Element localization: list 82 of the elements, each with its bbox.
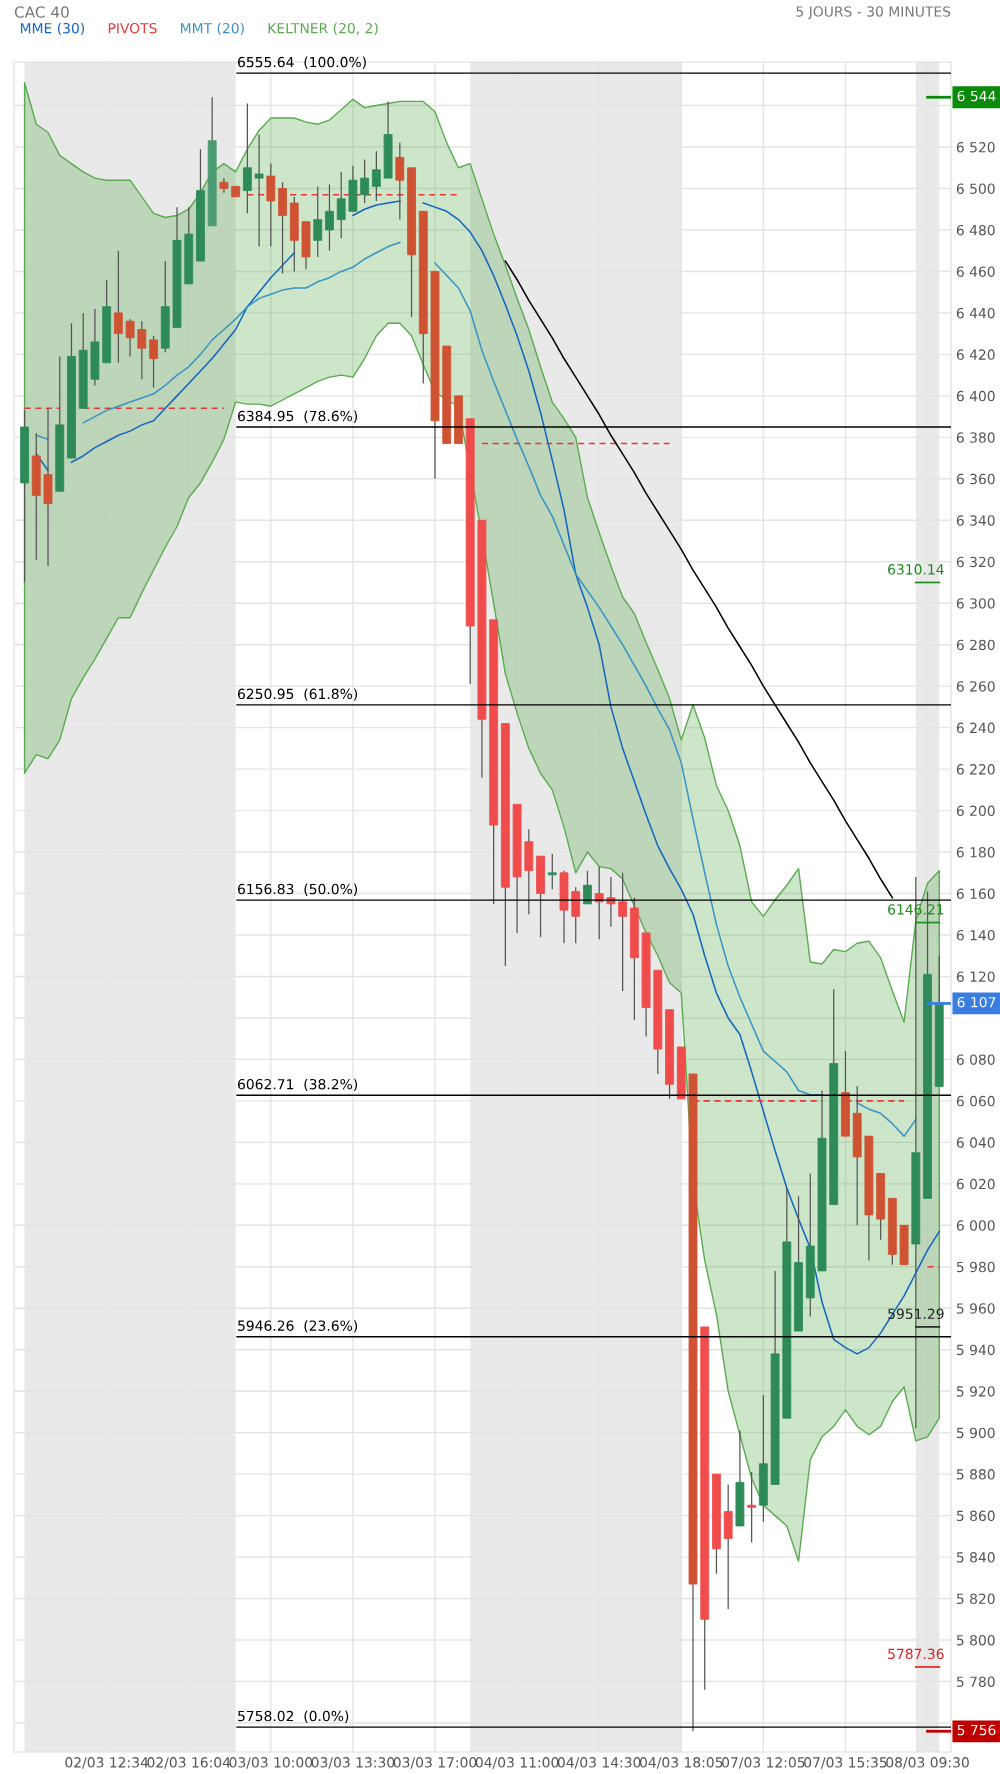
x-tick-label: 02/03 12:34 (65, 1757, 149, 1769)
y-tick-label: 6 480 (956, 224, 995, 236)
x-tick-label: 07/03 12:05 (722, 1757, 805, 1769)
candlestick (125, 318, 135, 358)
y-tick-label: 6 140 (956, 929, 995, 941)
y-tick-label: 5 800 (956, 1634, 995, 1646)
candlestick (242, 102, 252, 214)
y-tick-label: 6 080 (956, 1054, 995, 1065)
y-tick-label: 6 380 (956, 432, 995, 443)
text: MMT (20) (180, 22, 244, 36)
x-tick-label: 03/03 10:00 (229, 1757, 313, 1769)
x-tick-label: 04/03 14:30 (557, 1757, 641, 1769)
y-tick-label: 6 440 (956, 307, 995, 319)
y-tick-label: 6 300 (956, 598, 995, 609)
y-tick-label: 5 960 (956, 1303, 995, 1314)
x-tick-label: 03/03 17:00 (393, 1757, 477, 1769)
y-tick-label: 6 340 (956, 515, 995, 526)
y-tick-label: 6 260 (956, 681, 995, 692)
text: MME (30) (20, 22, 85, 36)
y-tick-label: 6 400 (956, 390, 995, 402)
chart-title: CAC 40 (14, 6, 69, 18)
x-tick-label: 07/03 15:35 (804, 1757, 887, 1769)
text: PIVOTS (108, 22, 157, 34)
ref-line-label: 5 756 (957, 1724, 996, 1736)
y-tick-label: 5 940 (956, 1344, 995, 1356)
candlestick (313, 185, 323, 258)
x-tick-label: 04/03 11:00 (475, 1757, 559, 1769)
x-tick-label: 03/03 13:30 (311, 1757, 395, 1769)
candlestick (325, 183, 334, 252)
y-tick-label: 5 840 (956, 1552, 995, 1563)
ref-line-label: 5758.02 (0.0%) (238, 1710, 349, 1723)
y-tick-label: 6 360 (956, 473, 995, 485)
y-tick-label: 6 460 (956, 266, 995, 277)
y-tick-label: 6 020 (956, 1178, 995, 1190)
y-tick-label: 6 180 (956, 847, 995, 858)
candlestick (336, 171, 346, 239)
legend-label: KELTNER (20, 2) (268, 22, 378, 36)
candlestick (583, 870, 592, 905)
series-label: 5787.36 (888, 1648, 944, 1660)
ref-line-label: 6384.95 (78.6%) (237, 410, 358, 423)
y-tick-label: 6 520 (956, 141, 995, 153)
ref-line-label: 6250.95 (61.8%) (237, 688, 358, 701)
y-tick-label: 5 780 (956, 1676, 995, 1687)
y-tick-label: 6 000 (956, 1220, 995, 1231)
y-tick-label: 6 320 (956, 556, 995, 568)
x-tick-label: 02/03 16:04 (147, 1757, 231, 1769)
y-tick-label: 6 220 (956, 764, 995, 775)
candlestick (618, 872, 628, 992)
x-tick-label: 04/03 18:05 (639, 1757, 723, 1769)
y-tick-label: 5 980 (956, 1261, 995, 1273)
y-tick-label: 6 120 (956, 971, 995, 982)
y-tick-label: 6 280 (956, 639, 995, 651)
ref-line-label: 6555.64 (100.0%) (237, 56, 366, 69)
candlestick (395, 142, 405, 221)
candlestick (113, 250, 123, 364)
y-tick-label: 6 420 (956, 349, 995, 360)
ref-line-label: 6062.71 (38.2%) (237, 1078, 358, 1092)
y-tick-label: 6 240 (956, 722, 995, 734)
ref-line-label: 6 544 (957, 90, 996, 102)
series-label: 6310.14 (888, 564, 944, 575)
y-tick-label: 5 860 (956, 1510, 995, 1522)
x-tick-label: 08/03 09:30 (886, 1757, 969, 1769)
y-tick-label: 6 040 (956, 1137, 995, 1148)
ref-line-label: 5946.26 (23.6%) (238, 1320, 358, 1333)
y-tick-label: 6 060 (956, 1095, 995, 1107)
y-tick-label: 5 900 (956, 1427, 995, 1439)
chart-subtitle: 5 JOURS - 30 MINUTES (796, 6, 951, 20)
candlestick (371, 150, 381, 202)
y-tick-label: 5 880 (956, 1469, 995, 1480)
candlestick (547, 853, 557, 890)
candlestick (137, 320, 147, 380)
ref-line-label: 6 107 (957, 996, 996, 1008)
y-tick-label: 6 500 (956, 183, 995, 194)
candlestick (254, 133, 264, 248)
y-tick-label: 5 920 (956, 1386, 995, 1397)
y-tick-label: 6 200 (956, 805, 995, 817)
candlestick (360, 158, 370, 204)
y-tick-label: 6 160 (956, 888, 995, 899)
candlestick (149, 335, 158, 389)
y-tick-label: 5 820 (956, 1593, 995, 1605)
candlestick (747, 1471, 757, 1544)
ref-line-label: 6156.83 (50.0%) (237, 883, 358, 896)
